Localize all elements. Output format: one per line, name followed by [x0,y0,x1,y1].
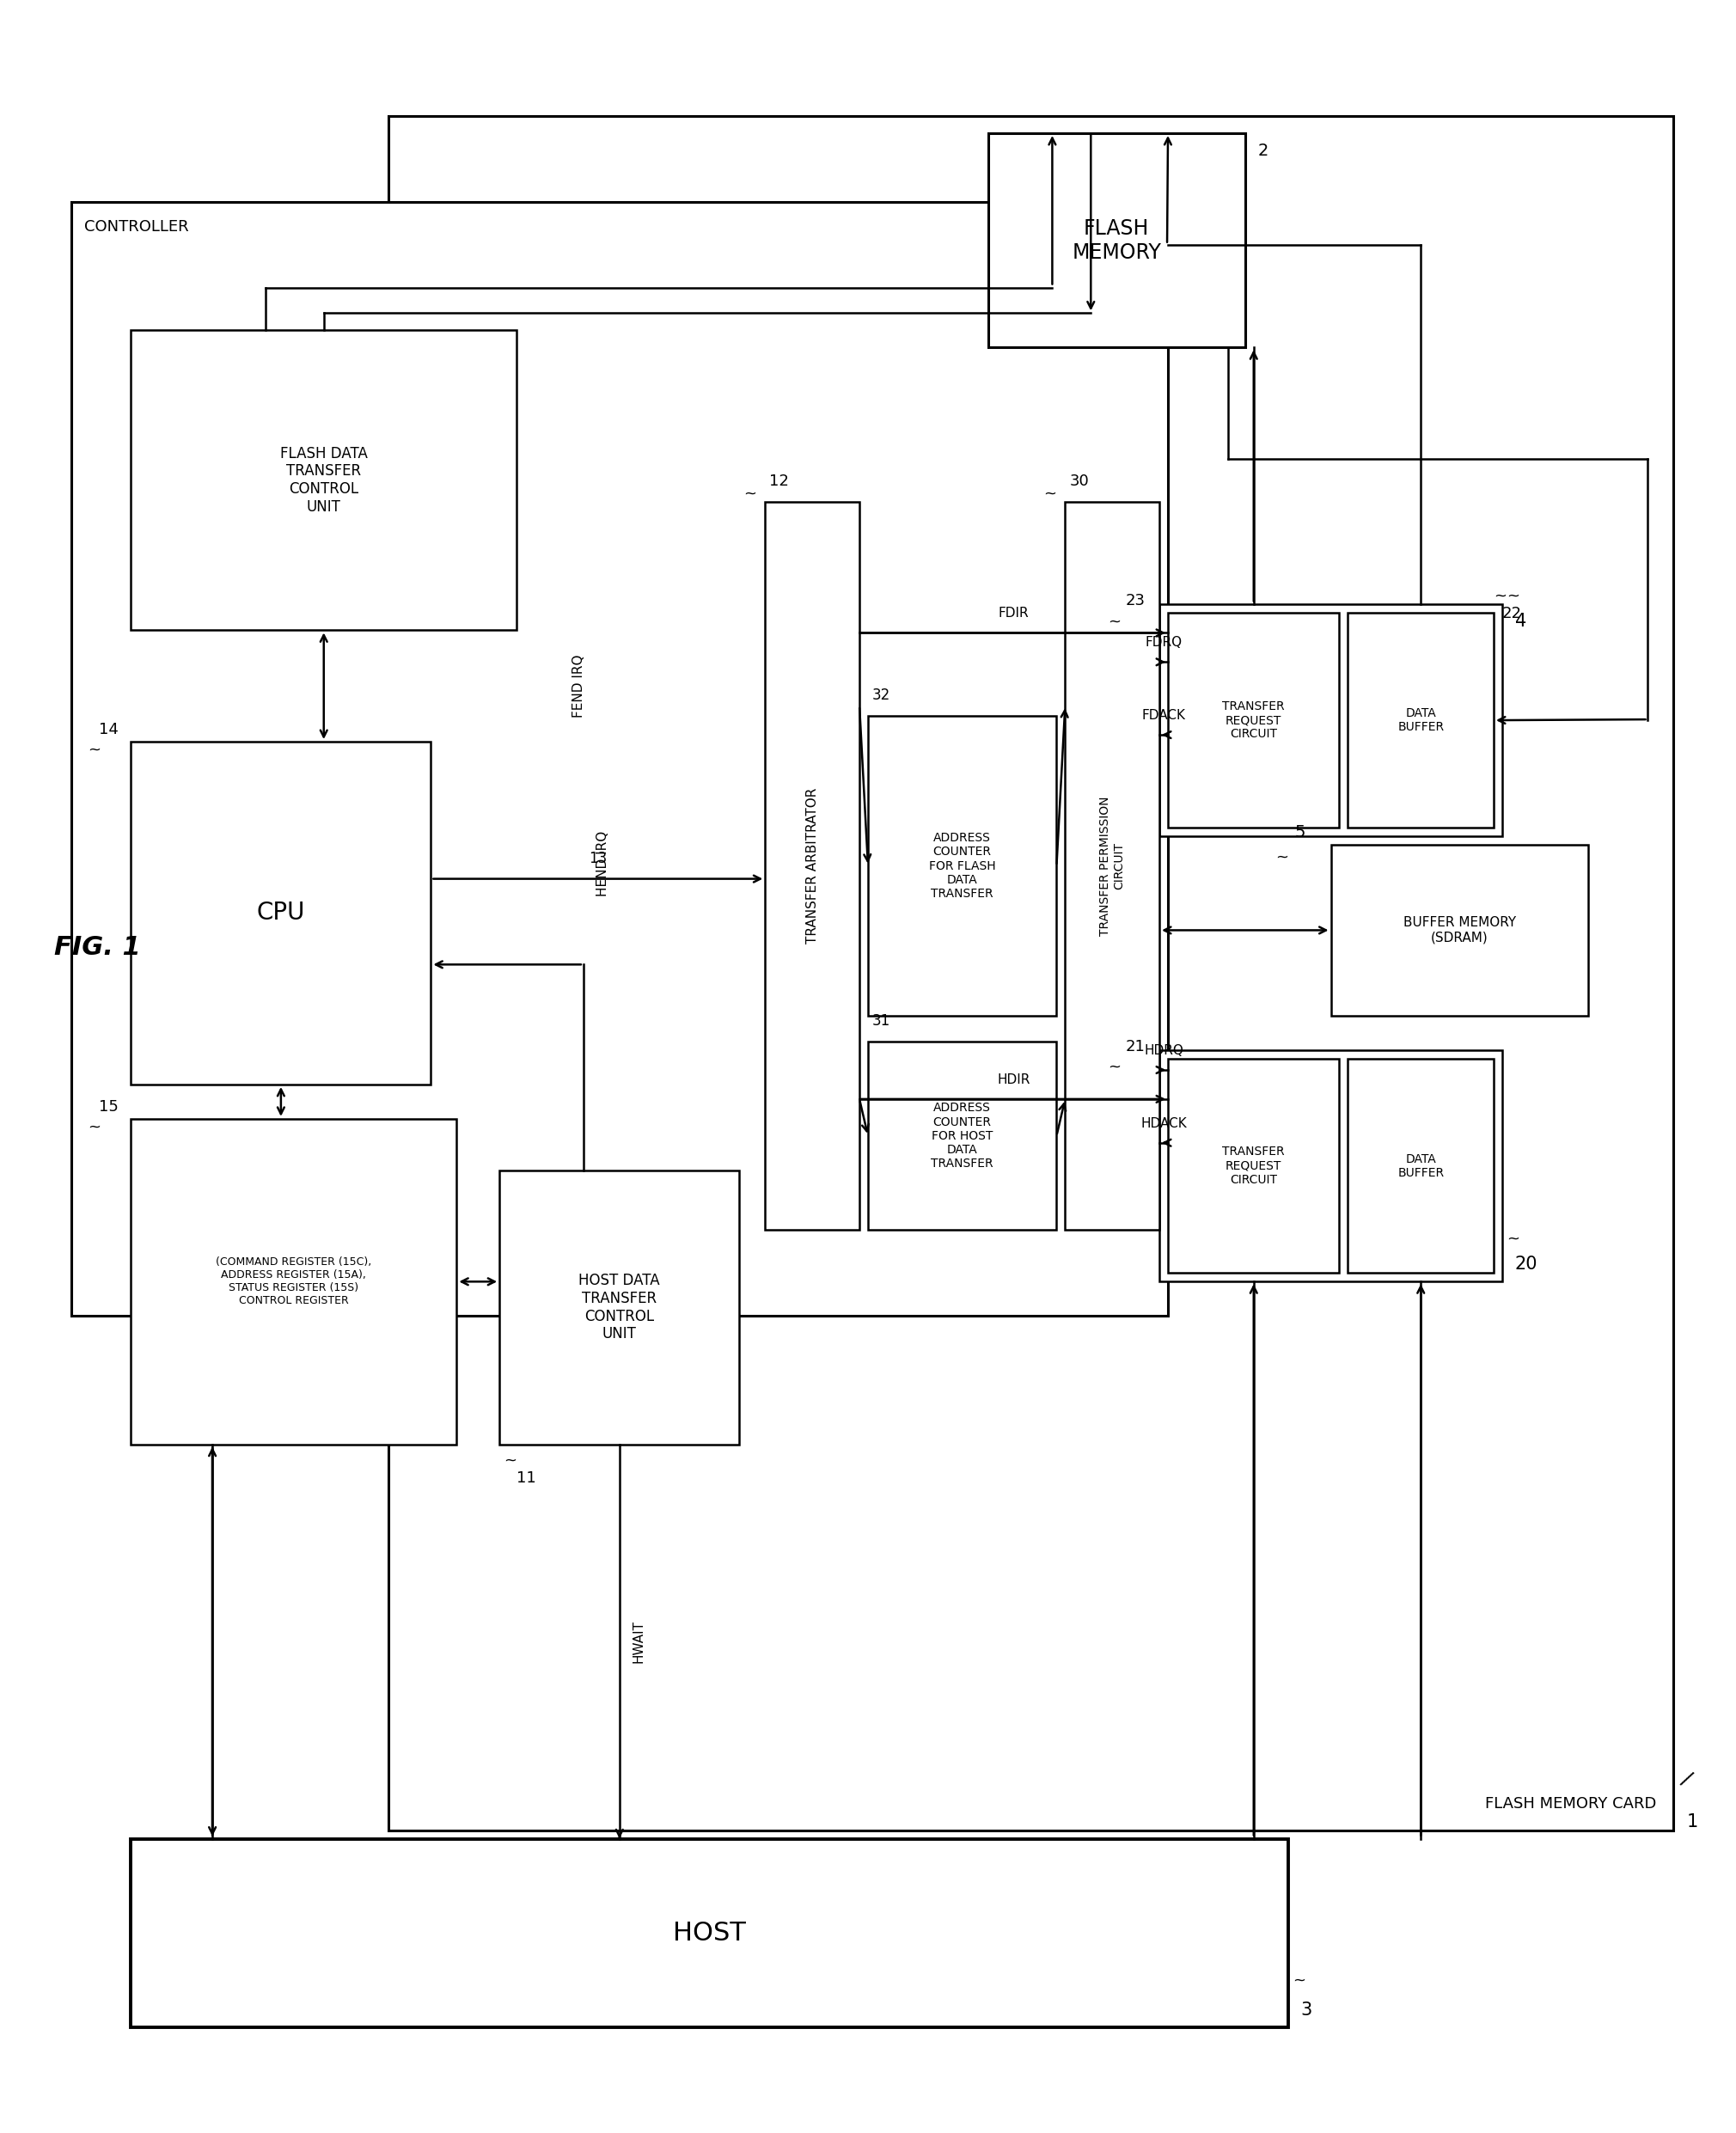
Text: FEND IRQ: FEND IRQ [573,655,585,717]
Text: 12: 12 [769,474,790,488]
Text: HOST: HOST [674,1920,746,1945]
Text: ~: ~ [503,1453,517,1468]
Bar [71,203,1168,1316]
Text: 23: 23 [1125,593,1144,608]
Text: 2: 2 [1259,143,1269,160]
Text: ~: ~ [1493,589,1507,604]
Text: FLASH MEMORY CARD: FLASH MEMORY CARD [1484,1796,1656,1811]
Text: 30: 30 [1069,474,1088,488]
Text: FLASH DATA
TRANSFER
CONTROL
UNIT: FLASH DATA TRANSFER CONTROL UNIT [279,446,368,514]
Text: HDIR: HDIR [996,1073,1029,1086]
Bar [500,1171,740,1444]
Text: TRANSFER PERMISSION
CIRCUIT: TRANSFER PERMISSION CIRCUIT [1099,796,1125,936]
Text: ~: ~ [1043,486,1057,501]
Text: 4: 4 [1516,612,1526,629]
Text: 13: 13 [589,851,608,866]
Text: ADDRESS
COUNTER
FOR FLASH
DATA
TRANSFER: ADDRESS COUNTER FOR FLASH DATA TRANSFER [929,832,996,900]
Text: FLASH
MEMORY: FLASH MEMORY [1071,218,1161,262]
Text: 1: 1 [1686,1813,1698,1830]
Text: ~: ~ [1108,614,1121,629]
Text: ~: ~ [1507,589,1519,604]
Bar [389,115,1674,1830]
Text: TRANSFER
REQUEST
CIRCUIT: TRANSFER REQUEST CIRCUIT [1222,700,1285,740]
Text: DATA
BUFFER: DATA BUFFER [1397,708,1444,734]
Text: TRANSFER ARBITRATOR: TRANSFER ARBITRATOR [806,787,819,945]
Text: CONTROLLER: CONTROLLER [83,220,187,235]
Bar [1332,845,1588,1015]
Bar [988,132,1245,348]
Text: 21: 21 [1125,1039,1144,1054]
Bar [130,742,431,1084]
Bar [130,1839,1288,2026]
Bar [1066,501,1160,1231]
Bar [130,1120,457,1444]
Text: BUFFER MEMORY
(SDRAM): BUFFER MEMORY (SDRAM) [1403,917,1516,945]
Bar [868,1041,1057,1231]
Bar [1347,612,1493,828]
Text: FDIR: FDIR [998,608,1029,621]
Bar [868,717,1057,1015]
Text: ~: ~ [1108,1060,1121,1075]
Text: 22: 22 [1502,606,1522,621]
Text: DATA
BUFFER: DATA BUFFER [1397,1154,1444,1180]
Text: (COMMAND REGISTER (15C),
ADDRESS REGISTER (15A),
STATUS REGISTER (15S)
CONTROL R: (COMMAND REGISTER (15C), ADDRESS REGISTE… [215,1256,372,1308]
Text: HWAIT: HWAIT [632,1621,646,1664]
Text: CPU: CPU [257,900,306,926]
Text: HDACK: HDACK [1141,1118,1187,1130]
Text: HOST DATA
TRANSFER
CONTROL
UNIT: HOST DATA TRANSFER CONTROL UNIT [578,1273,660,1342]
Text: ~: ~ [1274,849,1288,866]
Bar [1160,604,1502,836]
Text: 3: 3 [1300,2001,1312,2018]
Text: ~: ~ [89,1120,101,1135]
Text: HEND IRQ: HEND IRQ [597,830,609,896]
Text: 15: 15 [99,1098,118,1116]
Text: 32: 32 [871,687,891,704]
Text: 11: 11 [517,1470,536,1485]
Bar [1160,1049,1502,1282]
Text: FIG. 1: FIG. 1 [54,934,141,960]
Text: FDRQ: FDRQ [1146,636,1182,648]
Text: 5: 5 [1295,823,1305,840]
Text: ~: ~ [1507,1231,1519,1246]
Bar [130,331,517,629]
Text: /: / [1679,1768,1694,1790]
Bar [1168,1058,1340,1273]
Text: ~: ~ [1292,1973,1305,1988]
Text: ADDRESS
COUNTER
FOR HOST
DATA
TRANSFER: ADDRESS COUNTER FOR HOST DATA TRANSFER [930,1103,993,1169]
Bar [1347,1058,1493,1273]
Bar [1168,612,1340,828]
Text: 31: 31 [871,1013,891,1028]
Text: FDACK: FDACK [1142,708,1186,721]
Text: 14: 14 [99,721,118,738]
Text: TRANSFER
REQUEST
CIRCUIT: TRANSFER REQUEST CIRCUIT [1222,1145,1285,1186]
Bar [766,501,859,1231]
Text: HDRQ: HDRQ [1144,1045,1184,1058]
Text: ~: ~ [89,742,101,757]
Text: 20: 20 [1516,1256,1538,1273]
Text: ~: ~ [743,486,757,501]
